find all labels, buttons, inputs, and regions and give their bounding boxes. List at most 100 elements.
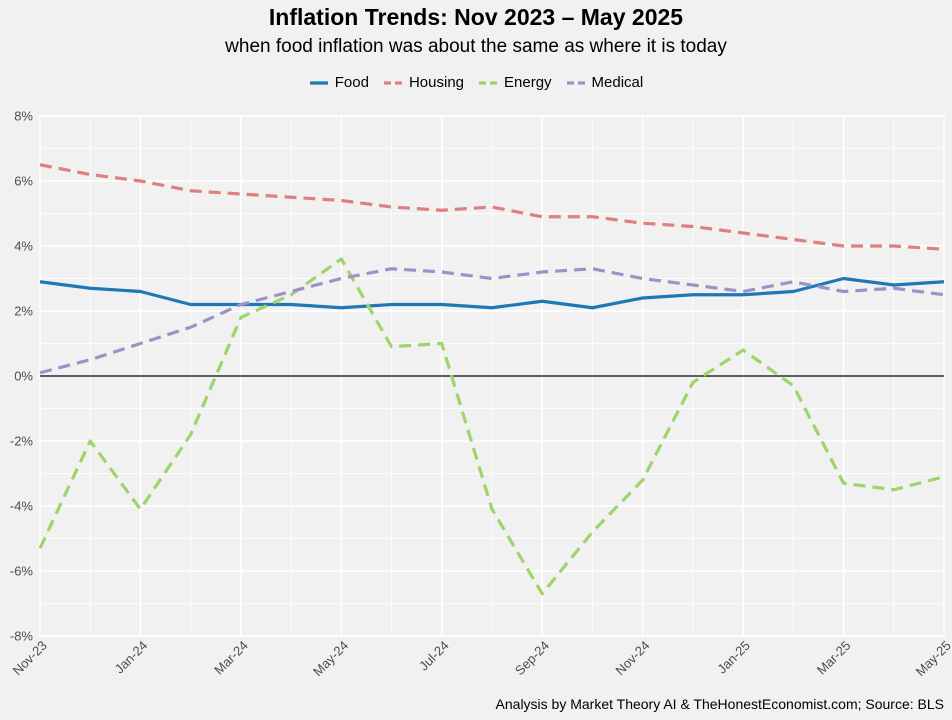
data-point-energy [791,384,795,388]
data-point-food [88,286,92,290]
y-tick-label: 2% [14,304,33,319]
y-tick-label: -4% [10,499,34,514]
data-point-food [188,302,192,306]
legend-item-food: Food [309,74,369,91]
legend-swatch [479,80,498,85]
chart-subtitle: when food inflation was about the same a… [225,36,727,57]
legend-item-housing: Housing [383,74,464,91]
data-point-energy [892,488,896,492]
x-tick-label: Mar-25 [814,638,854,678]
data-point-food [540,299,544,303]
legend-item-energy: Energy [478,74,552,91]
x-tick-label: May-25 [913,638,952,679]
data-point-medical [88,358,92,362]
data-point-medical [239,302,243,306]
data-point-housing [239,192,243,196]
x-tick-label: May-24 [310,638,351,679]
legend-label: Energy [504,74,552,91]
data-point-medical [289,289,293,293]
data-point-medical [892,286,896,290]
data-point-energy [389,345,393,349]
data-point-housing [640,221,644,225]
chart-title: Inflation Trends: Nov 2023 – May 2025 [268,4,684,30]
data-point-energy [691,380,695,384]
data-point-housing [38,163,42,167]
data-point-medical [339,276,343,280]
data-point-medical [841,289,845,293]
data-point-food [691,293,695,297]
data-point-energy [640,478,644,482]
data-point-food [640,296,644,300]
x-tick-label: Jan-25 [714,638,753,677]
data-point-energy [188,432,192,436]
data-point-food [138,289,142,293]
x-tick-label: Nov-24 [612,638,652,678]
data-point-housing [188,189,192,193]
data-point-housing [289,195,293,199]
data-point-housing [942,247,946,251]
data-point-medical [791,280,795,284]
data-point-housing [88,172,92,176]
data-point-food [389,302,393,306]
data-point-housing [892,244,896,248]
series-line-housing [39,163,945,251]
data-point-medical [138,341,142,345]
data-point-medical [640,276,644,280]
data-point-medical [691,283,695,287]
x-tick-label: Nov-23 [10,638,50,678]
data-point-food [490,306,494,310]
data-point-housing [339,198,343,202]
legend-swatch [309,80,328,85]
data-point-medical [38,371,42,375]
data-point-food [339,306,343,310]
data-point-energy [138,507,142,511]
data-point-food [289,302,293,306]
data-point-energy [540,592,544,596]
data-point-energy [440,341,444,345]
y-tick-label: 4% [14,239,33,254]
data-point-medical [389,267,393,271]
data-point-food [841,276,845,280]
data-point-medical [942,293,946,297]
data-point-energy [841,481,845,485]
data-point-medical [490,276,494,280]
data-point-medical [540,270,544,274]
data-point-energy [490,507,494,511]
legend-label: Food [334,74,369,91]
data-point-housing [590,215,594,219]
data-point-energy [590,530,594,534]
data-point-food [38,280,42,284]
y-tick-label: -6% [10,564,34,579]
data-point-housing [741,231,745,235]
data-point-medical [440,270,444,274]
legend-swatch [566,80,585,85]
y-tick-label: 0% [14,369,33,384]
data-point-energy [88,439,92,443]
data-point-housing [389,205,393,209]
data-point-food [791,289,795,293]
y-tick-label: 6% [14,174,33,189]
data-point-food [942,280,946,284]
data-point-housing [841,244,845,248]
chart-legend: Food Housing Energy Medical [0,74,952,91]
data-point-energy [239,315,243,319]
data-point-housing [490,205,494,209]
y-tick-label: -2% [10,434,34,449]
data-point-housing [440,208,444,212]
x-tick-label: Mar-24 [211,638,251,678]
y-tick-label: -8% [10,629,34,644]
legend-label: Medical [591,74,644,91]
legend-label: Housing [408,74,465,91]
chart-caption: Analysis by Market Theory AI & TheHonest… [495,696,944,712]
data-point-housing [138,179,142,183]
data-point-housing [540,215,544,219]
series-line-food [39,276,945,310]
series-line-medical [39,267,945,375]
series-line-energy [38,257,945,596]
data-point-energy [942,475,946,479]
data-point-food [590,306,594,310]
x-tick-label: Jul-24 [416,638,452,674]
legend-item-medical: Medical [566,74,644,91]
x-tick-label: Sep-24 [512,638,552,678]
